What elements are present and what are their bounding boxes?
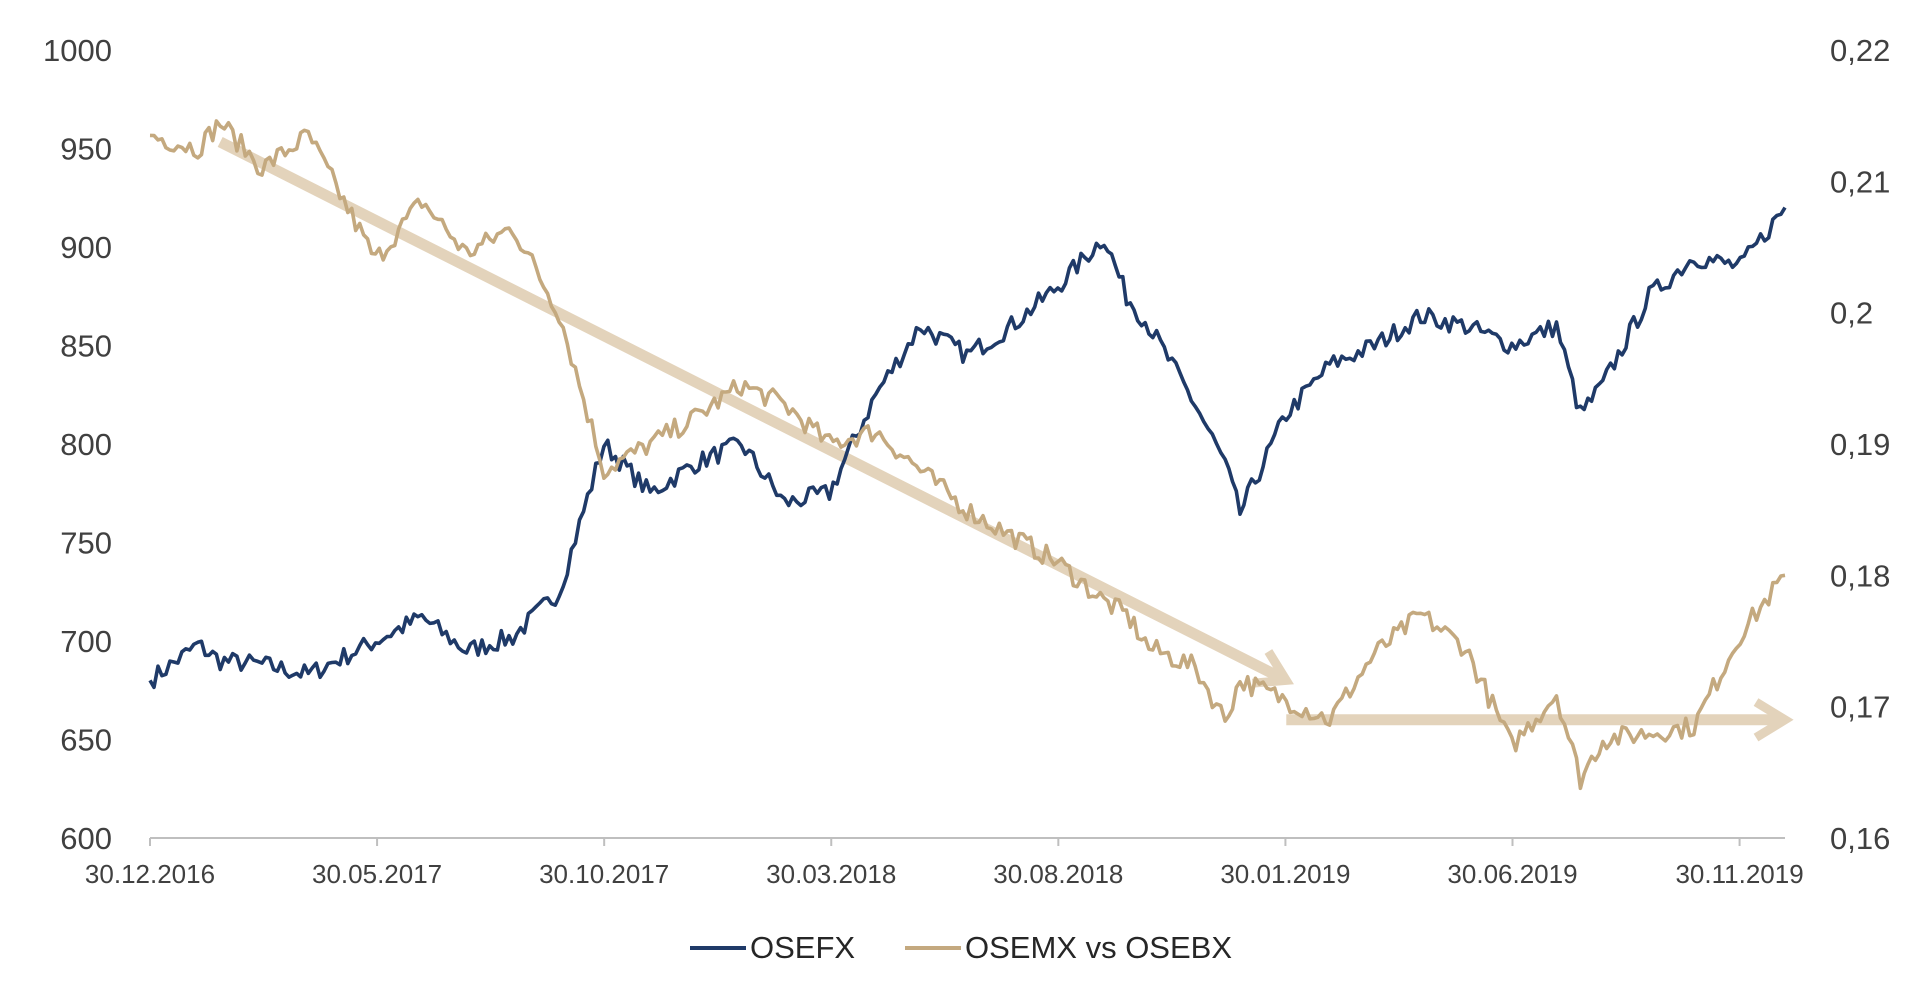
legend-item: OSEFX [690, 930, 855, 965]
legend: OSEFX OSEMX vs OSEBX [690, 930, 1232, 965]
y-right-tick-label: 0,18 [1830, 558, 1890, 593]
x-tick-label: 30.11.2019 [1675, 859, 1803, 889]
trend-arrow [217, 137, 1294, 688]
y-right-tick-label: 0,21 [1830, 164, 1890, 199]
y-right-tick-label: 0,19 [1830, 427, 1890, 462]
left-y-axis: 1000 950 900 850 800 750 700 650 600 [43, 33, 112, 856]
y-right-tick-label: 0,17 [1830, 690, 1890, 725]
y-right-tick-label: 0,2 [1830, 296, 1873, 331]
x-tick-label: 30.06.2019 [1447, 859, 1577, 889]
y-left-tick-label: 600 [60, 821, 112, 856]
y-left-tick-label: 750 [60, 526, 112, 561]
x-tick-label: 30.05.2017 [312, 859, 442, 889]
y-right-tick-label: 0,16 [1830, 821, 1890, 856]
y-left-tick-label: 950 [60, 132, 112, 167]
y-left-tick-label: 800 [60, 427, 112, 462]
trend-arrows [217, 137, 1794, 742]
x-tick-label: 30.03.2018 [766, 859, 896, 889]
x-tick-label: 30.10.2017 [539, 859, 669, 889]
series-line-osefx [148, 206, 1787, 690]
x-tick-label: 30.01.2019 [1220, 859, 1350, 889]
legend-label: OSEFX [750, 930, 855, 965]
right-y-axis: 0,22 0,21 0,2 0,19 0,18 0,17 0,16 [1830, 33, 1890, 856]
y-right-tick-label: 0,22 [1830, 33, 1890, 68]
trend-arrow-shaft [217, 137, 1284, 683]
y-left-tick-label: 900 [60, 230, 112, 265]
legend-label: OSEMX vs OSEBX [965, 930, 1232, 965]
y-left-tick-label: 1000 [43, 33, 112, 68]
legend-item: OSEMX vs OSEBX [905, 930, 1232, 965]
y-left-tick-label: 850 [60, 329, 112, 364]
x-axis-ticks: 30.12.2016 30.05.2017 30.10.2017 30.03.2018… [85, 838, 1804, 889]
x-tick-label: 30.12.2016 [85, 859, 215, 889]
trend-arrow-head [1753, 698, 1794, 742]
y-left-tick-label: 700 [60, 624, 112, 659]
series-lines [148, 119, 1787, 791]
series-line-osemx-vs-osebx [149, 119, 1786, 791]
y-left-tick-label: 650 [60, 723, 112, 758]
x-tick-label: 30.08.2018 [993, 859, 1123, 889]
